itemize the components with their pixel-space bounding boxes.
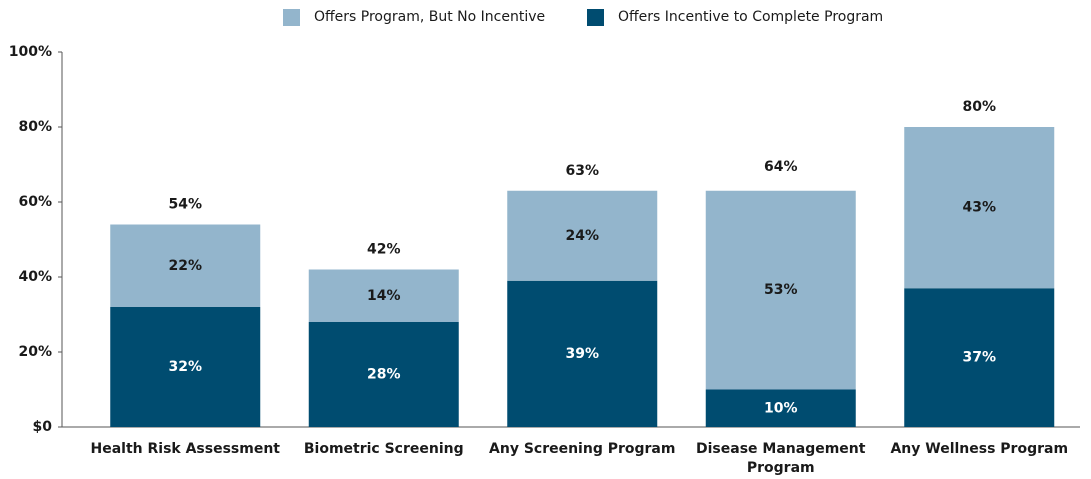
bar-segment (904, 288, 1055, 427)
bar-segment (507, 190, 658, 281)
total-label: 80% (962, 99, 996, 115)
y-tick-label: 20% (18, 344, 52, 360)
x-tick-label: Biometric Screening (303, 441, 464, 457)
y-tick-label: 80% (18, 119, 52, 135)
total-label: 64% (764, 159, 798, 175)
bar-segment (507, 280, 658, 427)
bar-segment (904, 127, 1055, 289)
legend-swatch (283, 9, 300, 26)
legend-swatch (587, 9, 604, 26)
value-label: 14% (367, 288, 401, 304)
value-label: 43% (962, 200, 996, 216)
value-label: 10% (764, 400, 798, 416)
total-label: 63% (565, 163, 599, 179)
legend-label: Offers Incentive to Complete Program (618, 9, 883, 25)
value-label: 32% (168, 359, 202, 375)
total-label: 42% (367, 242, 401, 258)
y-tick-label: 100% (9, 44, 52, 60)
x-tick-label: Any Wellness Program (890, 441, 1069, 457)
bar-segment (110, 224, 261, 307)
y-tick-label: $0 (33, 419, 53, 435)
y-tick-label: 40% (18, 269, 52, 285)
x-tick-label: Any Screening Program (489, 441, 676, 457)
value-label: 28% (367, 367, 401, 383)
bar-segment (110, 307, 261, 427)
value-label: 22% (168, 258, 202, 274)
bar-segment (705, 190, 856, 390)
x-tick-label: Health Risk Assessment (90, 441, 281, 457)
bar-segment (705, 389, 856, 427)
bar-segment (308, 269, 459, 322)
value-label: 39% (565, 346, 599, 362)
total-label: 54% (168, 197, 202, 213)
bar-segment (308, 322, 459, 427)
y-tick-label: 60% (18, 194, 52, 210)
value-label: 24% (565, 228, 599, 244)
value-label: 53% (764, 282, 798, 298)
legend-label: Offers Program, But No Incentive (314, 9, 545, 25)
value-label: 37% (962, 350, 996, 366)
x-tick-label: Disease Management Program (696, 441, 866, 476)
